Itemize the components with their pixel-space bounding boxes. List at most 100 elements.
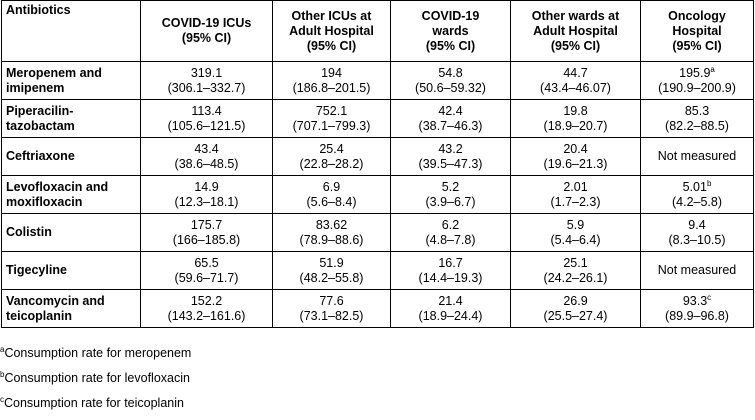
value-cell: 65.5 (59.6–71.7) bbox=[140, 251, 273, 290]
ci-text: (105.6–121.5) bbox=[167, 118, 246, 133]
value-cell: 5.9 (5.4–6.4) bbox=[510, 213, 641, 252]
value-line: 2.01 bbox=[515, 180, 636, 195]
value-line: 16.7 bbox=[395, 256, 506, 271]
table-row: Colistin 175.7 (166–185.8) 83.62 (78.9–88.6)… bbox=[1, 213, 754, 252]
name-text: Tigecyline bbox=[6, 263, 67, 277]
value-line: 5.01b bbox=[645, 179, 749, 195]
value-cell: 54.8 (50.6–59.32) bbox=[390, 61, 511, 100]
ci-text: (43.4–46.07) bbox=[540, 80, 611, 95]
antibiotic-name: Ceftriaxone bbox=[1, 137, 141, 176]
value-text: 20.4 bbox=[563, 141, 588, 156]
footnote-text: Consumption rate for teicoplanin bbox=[4, 396, 184, 410]
antibiotic-name: Levofloxacin and moxifloxacin bbox=[1, 175, 141, 214]
header-text: Other ICUs at bbox=[291, 8, 372, 23]
value-text: 9.4 bbox=[688, 217, 706, 232]
ci-text: (50.6–59.32) bbox=[415, 80, 486, 95]
footnote-mark: c bbox=[707, 292, 712, 302]
value-cell: 77.6 (73.1–82.5) bbox=[272, 289, 391, 328]
value-line: 5.2 bbox=[395, 180, 506, 195]
value-text: 152.2 bbox=[190, 293, 223, 308]
value-text: 5.01 bbox=[682, 179, 707, 194]
value-cell: 85.3 (82.2–88.5) bbox=[640, 99, 754, 138]
page: Antibiotics COVID-19 ICUs (95% CI) Other IC… bbox=[0, 0, 754, 410]
header-text: wards bbox=[432, 23, 469, 38]
footnote-mark: b bbox=[0, 370, 5, 379]
value-text: 65.5 bbox=[194, 255, 219, 270]
value-line: 65.5 bbox=[145, 256, 268, 271]
value-text: 26.9 bbox=[563, 293, 588, 308]
name-text: teicoplanin bbox=[6, 308, 72, 323]
name-text: Levofloxacin and bbox=[6, 179, 109, 194]
header-row: Antibiotics COVID-19 ICUs (95% CI) Other IC… bbox=[1, 0, 754, 62]
value-text: 175.7 bbox=[190, 217, 223, 232]
header-text: Antibiotics bbox=[6, 3, 71, 17]
antibiotic-name: Meropenem and imipenem bbox=[1, 61, 141, 100]
value-text: 113.4 bbox=[191, 103, 222, 118]
footnotes: aConsumption rate for meropenem bConsumpt… bbox=[0, 345, 191, 420]
value-text: 5.9 bbox=[566, 217, 585, 232]
value-text: 25.1 bbox=[563, 255, 588, 270]
value-cell: 113.4 (105.6–121.5) bbox=[140, 99, 273, 138]
ci-text: (24.2–26.1) bbox=[543, 270, 608, 285]
header-text: (95% CI) bbox=[306, 38, 357, 53]
header-text: COVID-19 bbox=[421, 8, 480, 23]
ci-text: (5.6–8.4) bbox=[306, 194, 357, 209]
value-text: Not measured bbox=[657, 263, 737, 277]
ci-text: (306.1–332.7) bbox=[167, 80, 246, 95]
header-cell: COVID-19 ICUs (95% CI) bbox=[140, 0, 273, 62]
value-text: 319.1 bbox=[190, 65, 223, 80]
table-row: Meropenem and imipenem 319.1 (306.1–332.7) 1… bbox=[1, 61, 754, 100]
value-cell: 9.4 (8.3–10.5) bbox=[640, 213, 754, 252]
value-text: Not measured bbox=[657, 149, 737, 163]
value-cell: 2.01 (1.7–2.3) bbox=[510, 175, 641, 214]
header-text: Hospital bbox=[672, 23, 722, 38]
header-text: (95% CI) bbox=[181, 31, 232, 45]
value-line: 9.4 bbox=[645, 218, 749, 233]
value-text: 85.3 bbox=[684, 103, 710, 118]
value-line: 25.1 bbox=[515, 256, 636, 271]
ci-text: (12.3–18.1) bbox=[174, 194, 239, 209]
value-cell: 175.7 (166–185.8) bbox=[140, 213, 273, 252]
ci-text: (82.2–88.5) bbox=[665, 118, 729, 133]
value-cell: Not measured bbox=[640, 137, 754, 176]
ci-text: (186.8–201.5) bbox=[292, 80, 371, 95]
value-line: 21.4 bbox=[395, 294, 506, 309]
name-text: Piperacilin- bbox=[6, 103, 74, 118]
value-cell: 194 (186.8–201.5) bbox=[272, 61, 391, 100]
table-row: Ceftriaxone 43.4 (38.6–48.5) 25.4 (22.8–28.2… bbox=[1, 137, 754, 176]
value-cell: 51.9 (48.2–55.8) bbox=[272, 251, 391, 290]
ci-text: (19.6–21.3) bbox=[543, 156, 608, 171]
value-line: Not measured bbox=[645, 149, 749, 164]
value-line: 85.3 bbox=[645, 104, 749, 119]
name-text: Meropenem and bbox=[6, 65, 102, 80]
value-cell: 19.8 (18.9–20.7) bbox=[510, 99, 641, 138]
value-cell: 20.4 (19.6–21.3) bbox=[510, 137, 641, 176]
data-table: Antibiotics COVID-19 ICUs (95% CI) Other IC… bbox=[1, 0, 754, 328]
value-text: 16.7 bbox=[438, 255, 463, 270]
header-text: (95% CI) bbox=[425, 38, 476, 53]
ci-text: (22.8–28.2) bbox=[299, 156, 364, 171]
ci-text: (18.9–20.7) bbox=[543, 118, 608, 133]
name-text: tazobactam bbox=[6, 118, 75, 133]
value-line: 113.4 bbox=[145, 104, 268, 119]
header-text: (95% CI) bbox=[550, 38, 601, 53]
ci-text: (5.4–6.4) bbox=[550, 232, 601, 247]
table-row: Levofloxacin and moxifloxacin 14.9 (12.3–18… bbox=[1, 175, 754, 214]
value-text: 2.01 bbox=[563, 179, 588, 194]
value-cell: 6.9 (5.6–8.4) bbox=[272, 175, 391, 214]
header-text: COVID-19 ICUs bbox=[161, 16, 252, 30]
ci-text: (4.8–7.8) bbox=[425, 232, 476, 247]
header-cell: Antibiotics bbox=[1, 0, 141, 62]
value-line: Not measured bbox=[645, 263, 749, 278]
ci-text: (39.5–47.3) bbox=[418, 156, 483, 171]
value-text: 6.2 bbox=[441, 217, 460, 232]
footnote-text: Consumption rate for meropenem bbox=[4, 346, 192, 360]
value-line: 6.2 bbox=[395, 218, 506, 233]
value-line: 25.4 bbox=[277, 142, 386, 157]
value-line: 194 bbox=[277, 66, 386, 81]
value-text: 6.9 bbox=[322, 179, 341, 194]
value-line: 152.2 bbox=[145, 294, 268, 309]
ci-text: (707.1–799.3) bbox=[292, 118, 371, 133]
value-cell: 752.1 (707.1–799.3) bbox=[272, 99, 391, 138]
value-cell: 93.3c (89.9–96.8) bbox=[640, 289, 754, 328]
